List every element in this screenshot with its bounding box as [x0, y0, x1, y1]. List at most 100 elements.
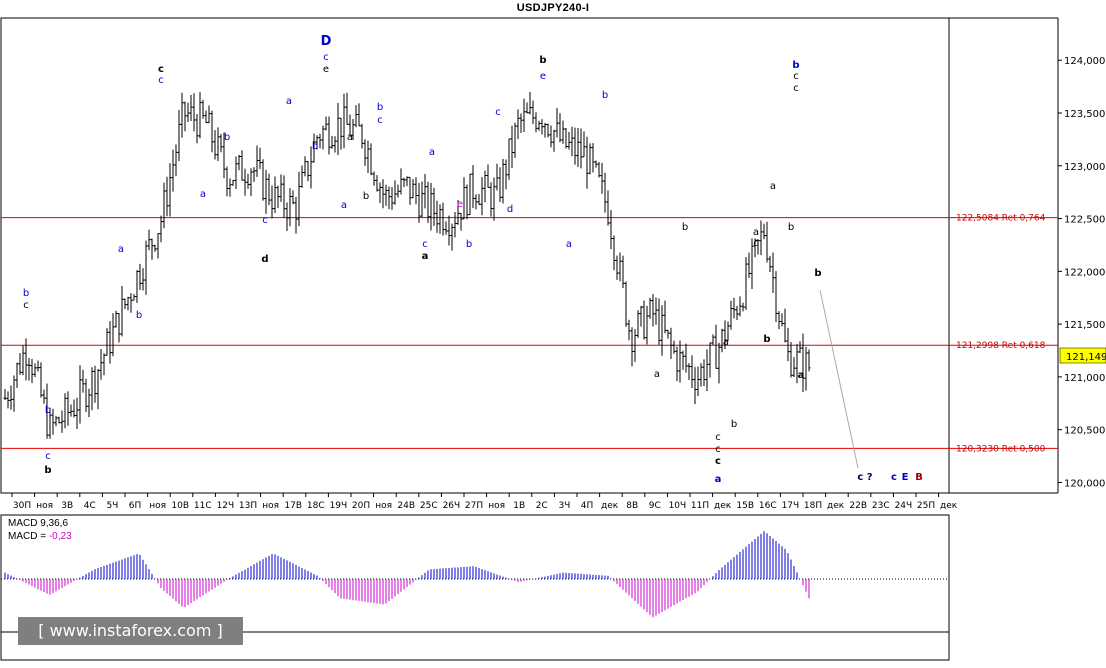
watermark[interactable]: [ www.instaforex.com ] — [18, 617, 243, 645]
x-tick-label: 2С — [536, 501, 548, 511]
wave-label: b — [312, 141, 318, 152]
wave-label: b — [792, 60, 799, 71]
x-tick-label: 10Ч — [669, 501, 687, 511]
current-price-marker — [1059, 347, 1106, 364]
current-price-box: 121,149 — [1059, 347, 1106, 364]
wave-label: c ? — [857, 472, 872, 483]
wave-label: a — [422, 251, 429, 262]
y-tick-label: 123,500 — [1064, 109, 1105, 120]
x-tick-label: 4С — [84, 501, 96, 511]
price-bars — [3, 91, 811, 439]
wave-label: c — [377, 115, 383, 126]
wave-label: a — [429, 147, 435, 158]
indicator-panel-strip — [0, 631, 950, 661]
wave-label: E — [902, 472, 909, 483]
macd-value-line: MACD = -0,23 — [8, 530, 72, 543]
wave-label: c — [891, 472, 897, 483]
x-axis: 30П ноя 3В 4С 5Ч 6П ноя 10В 11С 12Ч 13П ноя 17В 18С 19… — [11, 493, 958, 511]
x-tick-label: дек — [827, 501, 845, 511]
x-tick-label: 26Ч — [443, 501, 461, 511]
x-tick-label: 9С — [649, 501, 661, 511]
y-axis: 124,000 123,500 123,000 122,500 122,000 121,5… — [1058, 56, 1105, 489]
wave-label: c — [793, 83, 799, 94]
wave-label: B — [915, 472, 923, 483]
macd-histogram — [4, 531, 810, 618]
wave-label: b — [224, 132, 230, 143]
price-panel-frame — [0, 17, 950, 494]
x-tick-label: ноя — [488, 501, 505, 511]
x-tick-label: 15В — [736, 501, 754, 511]
y-tick-label: 120,000 — [1064, 478, 1105, 489]
wave-label: b — [363, 191, 369, 202]
x-tick-label: 27П — [465, 501, 483, 511]
y-tick-label: 124,000 — [1064, 56, 1105, 67]
wave-label: c — [158, 75, 164, 86]
chart-title: USDJPY240-I — [516, 2, 590, 14]
x-tick-label: 25С — [420, 501, 438, 511]
y-tick-label: 122,500 — [1064, 215, 1105, 226]
fib-label: 120,3230 Ret 0,500 — [956, 444, 1046, 454]
macd-legend: MACD 9,36,6 MACD = -0,23 — [8, 517, 72, 543]
wave-label: e — [457, 199, 463, 210]
wave-label: b — [45, 405, 51, 416]
x-tick-label: дек — [714, 501, 732, 511]
x-tick-label: 3В — [61, 501, 73, 511]
x-tick-label: ноя — [262, 501, 279, 511]
x-tick-label: 11С — [194, 501, 212, 511]
wave-label: a — [770, 181, 776, 192]
wave-label: a — [118, 244, 124, 255]
macd-params: MACD 9,36,6 — [8, 518, 69, 529]
wave-label: c — [495, 107, 501, 118]
wave-label: a — [200, 189, 206, 200]
wave-label: c — [45, 451, 51, 462]
wave-label: a — [654, 369, 660, 380]
wave-label: D — [321, 34, 332, 49]
wave-label: b — [23, 288, 29, 299]
macd-value: -0,23 — [48, 531, 72, 542]
x-tick-label: 1В — [513, 501, 525, 511]
y-tick-label: 120,500 — [1064, 426, 1105, 437]
wave-label: b — [731, 419, 737, 430]
wave-label: c — [262, 215, 268, 226]
wave-label: a — [341, 200, 347, 211]
wave-label: c — [793, 71, 799, 82]
wave-label: d — [261, 254, 268, 265]
wave-label: c — [422, 239, 428, 250]
x-tick-label: 5Ч — [106, 501, 118, 511]
x-tick-label: 11П — [691, 501, 709, 511]
wave-label: a — [798, 370, 805, 381]
x-tick-label: ноя — [149, 501, 166, 511]
wave-label: c — [715, 432, 721, 443]
fib-label: 121,2998 Ret 0,618 — [956, 341, 1046, 351]
x-tick-label: 25П — [917, 501, 935, 511]
x-tick-label: 18С — [307, 501, 325, 511]
forecast-line — [819, 289, 859, 469]
x-tick-label: 12Ч — [217, 501, 235, 511]
x-tick-label: 23С — [872, 501, 890, 511]
x-tick-label: 10В — [171, 501, 189, 511]
x-tick-label: дек — [940, 501, 958, 511]
y-tick-label: 121,000 — [1064, 373, 1105, 384]
x-tick-label: 6П — [129, 501, 142, 511]
wave-label: b — [539, 55, 546, 66]
wave-label: a — [723, 337, 729, 348]
fib-label: 122,5084 Ret 0,764 — [956, 214, 1046, 224]
y-tick-label: 122,000 — [1064, 267, 1105, 278]
wave-label: b — [44, 465, 51, 476]
x-tick-label: 18П — [804, 501, 822, 511]
wave-label: c — [753, 238, 759, 249]
wave-label: c — [715, 444, 721, 455]
wave-label: b — [763, 334, 770, 345]
wave-label: c — [323, 52, 329, 63]
wave-label: c — [715, 456, 721, 467]
current-price-label: 121,149 — [1066, 352, 1106, 363]
wave-label: a — [286, 96, 292, 107]
x-tick-label: 20П — [352, 501, 370, 511]
x-tick-label: 8В — [626, 501, 638, 511]
wave-label: c — [23, 300, 29, 311]
wave-label: b — [788, 222, 794, 233]
wave-label: e — [323, 64, 329, 75]
